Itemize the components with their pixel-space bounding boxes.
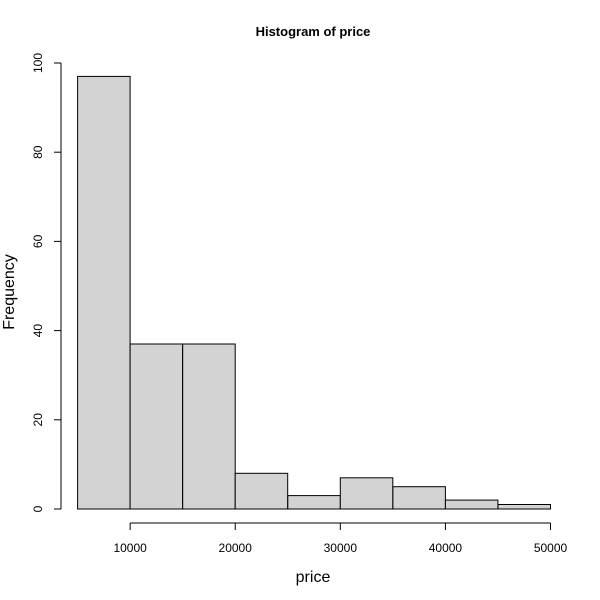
histogram-bar xyxy=(497,504,551,510)
x-tick-label: 30000 xyxy=(324,541,358,555)
y-tick-label: 100 xyxy=(31,53,45,73)
y-tick-label: 20 xyxy=(31,413,45,427)
x-axis: 10000 20000 30000 40000 50000 xyxy=(113,522,568,555)
histogram-bar xyxy=(444,499,499,510)
y-tick-label: 0 xyxy=(31,505,45,512)
bars-group xyxy=(77,75,551,510)
y-axis-title: Frequency xyxy=(1,254,18,330)
y-tick-label: 40 xyxy=(31,324,45,338)
histogram-bar xyxy=(234,472,289,510)
histogram-bar xyxy=(392,486,446,510)
y-axis: 0 20 40 60 80 100 xyxy=(31,53,62,512)
chart-title: Histogram of price xyxy=(256,24,371,39)
histogram-bar xyxy=(182,343,236,510)
y-tick-label: 80 xyxy=(31,145,45,159)
histogram-bar xyxy=(339,477,394,510)
x-tick-label: 40000 xyxy=(429,541,463,555)
x-tick-label: 50000 xyxy=(534,541,568,555)
x-tick-label: 20000 xyxy=(219,541,253,555)
x-tick-label: 10000 xyxy=(113,541,147,555)
histogram-bar xyxy=(129,343,184,510)
x-axis-title: price xyxy=(296,569,331,586)
histogram-bar xyxy=(287,495,341,510)
y-tick-label: 60 xyxy=(31,234,45,248)
histogram-bar xyxy=(77,75,131,510)
